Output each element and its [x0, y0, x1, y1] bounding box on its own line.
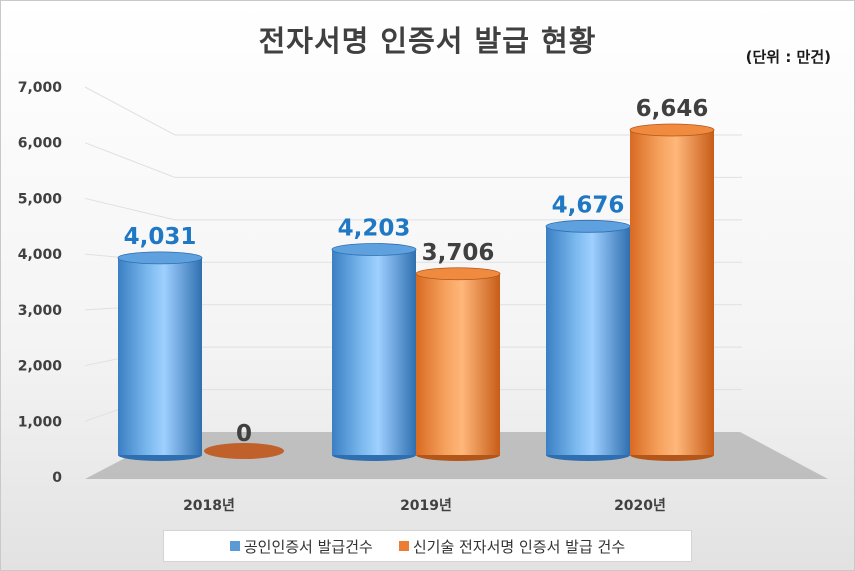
legend-item-series-2: 신기술 전자서명 인증서 발급 건수	[398, 536, 626, 557]
data-label: 6,646	[636, 96, 709, 122]
data-label: 4,203	[338, 215, 411, 241]
x-axis: 2018년 2019년 2020년	[183, 498, 666, 514]
gridline-diagonal	[84, 86, 176, 136]
legend-label-series-2: 신기술 전자서명 인증서 발급 건수	[412, 537, 626, 556]
bar-2-2018년	[204, 443, 284, 459]
y-tick-label: 5,000	[18, 191, 63, 207]
legend: 공인인증서 발급건수 신기술 전자서명 인증서 발급 건수	[163, 530, 692, 562]
data-label: 0	[236, 421, 252, 447]
y-tick-label: 4,000	[18, 247, 63, 263]
data-label: 4,031	[124, 224, 197, 250]
bar-body-2	[416, 273, 500, 455]
data-labels: 4,031 4,203 4,676 0 3,706 6,646	[124, 96, 709, 447]
bar-body-1	[546, 226, 630, 455]
legend-swatch-series-2	[398, 541, 409, 551]
y-tick-label: 0	[52, 470, 62, 486]
y-axis: 0 1,000 2,000 3,000 4,000 5,000 6,000 7,000	[18, 80, 63, 486]
bar-body-1	[332, 249, 416, 455]
legend-label-series-1: 공인인증서 발급건수	[243, 537, 373, 556]
gridline-diagonal	[84, 142, 176, 178]
bar-body-1	[118, 257, 202, 455]
y-tick-label: 1,000	[18, 414, 63, 430]
x-tick-label: 2020년	[614, 498, 666, 514]
x-tick-label: 2019년	[400, 498, 452, 514]
bar-top-1	[331, 243, 417, 256]
bar-body-2	[630, 130, 714, 455]
legend-item-series-1: 공인인증서 발급건수	[229, 536, 373, 557]
x-tick-label: 2018년	[183, 498, 235, 514]
data-label: 4,676	[552, 192, 625, 218]
y-tick-label: 2,000	[18, 359, 63, 375]
bar-top-2	[415, 267, 501, 281]
y-tick-label: 7,000	[18, 80, 63, 96]
y-tick-label: 6,000	[18, 136, 63, 152]
bar-top-1	[117, 251, 203, 265]
bars	[117, 123, 715, 461]
bar-top-1	[545, 219, 631, 233]
gridline-diagonal	[84, 197, 176, 221]
y-tick-label: 3,000	[18, 303, 63, 319]
chart-title: 전자서명 인증서 발급 현황	[258, 24, 597, 58]
unit-label: (단위 : 만건)	[745, 48, 831, 66]
bar-top-2	[629, 123, 715, 137]
legend-swatch-series-1	[229, 541, 240, 551]
data-label: 3,706	[422, 240, 495, 266]
